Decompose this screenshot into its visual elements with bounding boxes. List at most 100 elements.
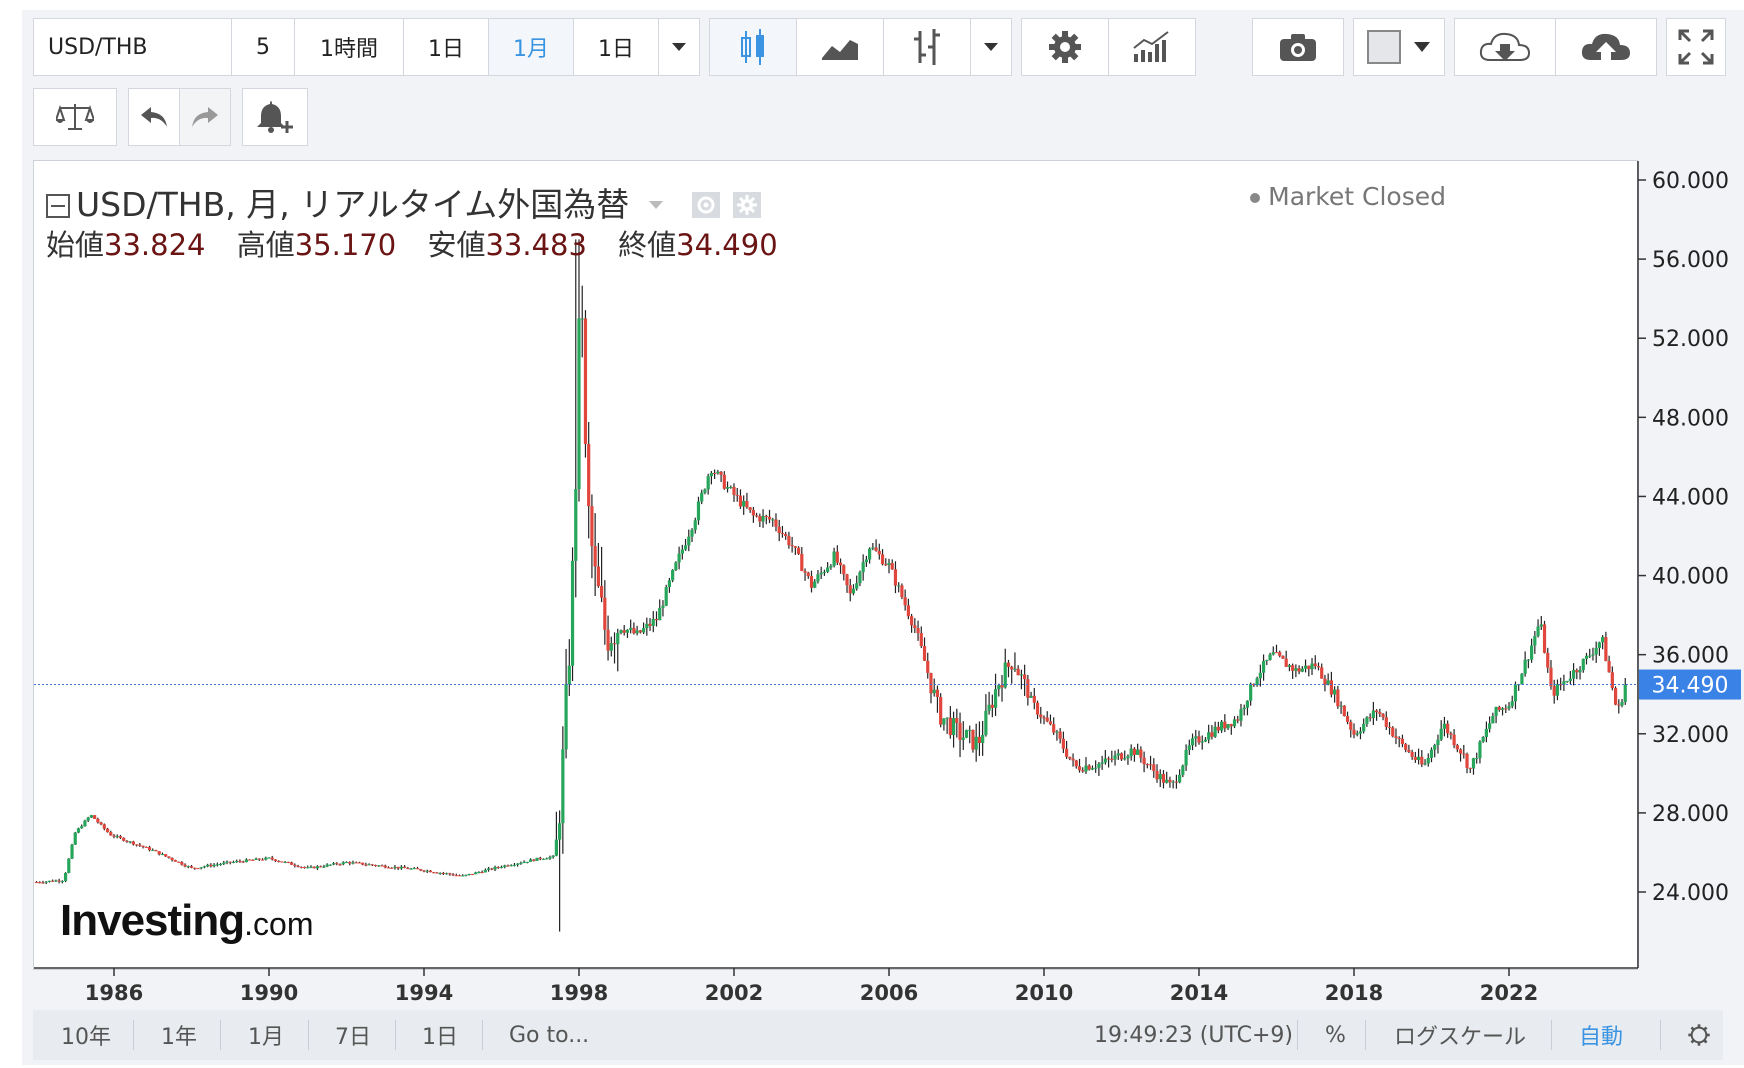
range-1y[interactable]: 1年 bbox=[161, 1025, 197, 1050]
cloud-download-icon bbox=[1479, 32, 1531, 61]
scale-icon bbox=[56, 104, 94, 130]
x-tick-label: 2002 bbox=[705, 981, 763, 1005]
candle-body bbox=[364, 864, 368, 866]
download-button[interactable] bbox=[1454, 18, 1556, 76]
gear-icon[interactable] bbox=[732, 192, 761, 218]
candle-body bbox=[1165, 779, 1169, 783]
candle-body bbox=[251, 859, 255, 861]
candle-body bbox=[932, 689, 936, 694]
chart-type-line[interactable] bbox=[796, 18, 884, 76]
candle-body bbox=[270, 857, 274, 860]
candle-body bbox=[309, 866, 313, 868]
interval-1d[interactable]: 1日 bbox=[403, 18, 489, 76]
auto-scale-toggle[interactable]: 自動 bbox=[1579, 1025, 1624, 1050]
candle-body bbox=[1113, 755, 1117, 760]
candle-body bbox=[428, 870, 433, 873]
screenshot-button[interactable] bbox=[1252, 18, 1344, 76]
candle-body bbox=[228, 861, 232, 863]
candle-body bbox=[919, 633, 923, 647]
candle-body bbox=[716, 471, 720, 474]
log-scale-toggle[interactable]: ログスケール bbox=[1394, 1025, 1527, 1050]
interval-1m[interactable]: 1月 bbox=[488, 18, 574, 76]
undo-button[interactable] bbox=[128, 88, 180, 146]
candle-body bbox=[1258, 672, 1262, 679]
y-tick-label: 32.000 bbox=[1652, 723, 1729, 748]
candle-body bbox=[338, 864, 342, 866]
goto-button[interactable]: Go to... bbox=[509, 1022, 590, 1048]
chevron-down-icon bbox=[672, 43, 686, 51]
candle-body bbox=[993, 689, 998, 708]
candle-body bbox=[222, 862, 226, 865]
candle-body bbox=[351, 862, 355, 864]
candle-body bbox=[432, 872, 436, 874]
candle-body bbox=[277, 861, 281, 863]
interval-dropdown[interactable] bbox=[658, 18, 700, 76]
candle-body bbox=[1081, 770, 1085, 772]
candle-body bbox=[654, 618, 659, 621]
candle-body bbox=[1216, 726, 1220, 731]
range-7d[interactable]: 7日 bbox=[335, 1025, 371, 1050]
chart-settings-button[interactable] bbox=[1687, 1010, 1711, 1060]
candle-body bbox=[1226, 724, 1230, 729]
candle-body bbox=[47, 880, 52, 882]
candle-body bbox=[822, 571, 827, 573]
candle-body bbox=[558, 823, 562, 840]
redo-button[interactable] bbox=[179, 88, 231, 146]
candle-body bbox=[1484, 728, 1488, 738]
candle-body bbox=[661, 605, 665, 608]
percent-toggle[interactable]: % bbox=[1325, 1022, 1346, 1048]
candle-body bbox=[1533, 636, 1537, 646]
chart-type-bar[interactable] bbox=[883, 18, 971, 76]
candle-body bbox=[1171, 781, 1175, 783]
candle-body bbox=[138, 844, 142, 846]
candle-body bbox=[160, 854, 165, 856]
candle-body bbox=[687, 536, 691, 546]
candle-body bbox=[1462, 753, 1466, 755]
x-tick-label: 1994 bbox=[395, 981, 453, 1005]
fullscreen-button[interactable] bbox=[1666, 18, 1726, 76]
candle-body bbox=[1068, 756, 1072, 759]
indicators-button[interactable] bbox=[1108, 18, 1196, 76]
x-tick-label: 2014 bbox=[1170, 981, 1228, 1005]
range-1d[interactable]: 1日 bbox=[422, 1025, 458, 1050]
divider bbox=[220, 1020, 221, 1050]
candle-body bbox=[1103, 758, 1107, 763]
collapse-icon[interactable] bbox=[46, 194, 70, 218]
color-picker[interactable] bbox=[1353, 18, 1445, 76]
range-1m[interactable]: 1月 bbox=[248, 1025, 284, 1050]
candle-body bbox=[63, 872, 68, 882]
candle-body bbox=[1097, 763, 1101, 768]
candle-body bbox=[651, 618, 655, 626]
candle-body bbox=[1255, 678, 1259, 686]
candle-body bbox=[951, 718, 956, 736]
candle-body bbox=[622, 630, 626, 633]
symbol-input[interactable]: USD/THB bbox=[33, 18, 232, 76]
candle-body bbox=[1148, 764, 1153, 766]
candle-body bbox=[1100, 762, 1104, 764]
candle-body bbox=[1291, 665, 1295, 671]
candle-body bbox=[1391, 727, 1395, 737]
interval-1d-2[interactable]: 1日 bbox=[573, 18, 659, 76]
range-10y[interactable]: 10年 bbox=[61, 1025, 111, 1050]
candle-body bbox=[1142, 757, 1146, 765]
divider bbox=[308, 1020, 309, 1050]
candle-body bbox=[34, 882, 39, 884]
candle-body bbox=[1513, 684, 1518, 702]
compare-button[interactable] bbox=[33, 88, 117, 146]
chart-type-candle[interactable] bbox=[709, 18, 797, 76]
chevron-down-icon[interactable] bbox=[648, 200, 664, 210]
candle-body bbox=[758, 516, 762, 522]
eye-icon[interactable] bbox=[692, 192, 721, 218]
candle-body bbox=[887, 563, 891, 565]
candle-body bbox=[516, 863, 520, 865]
candle-body bbox=[848, 585, 852, 594]
candle-body bbox=[1320, 667, 1324, 679]
upload-button[interactable] bbox=[1555, 18, 1657, 76]
candle-body bbox=[354, 862, 358, 864]
chart-type-dropdown[interactable] bbox=[970, 18, 1012, 76]
candle-body bbox=[260, 859, 265, 861]
candle-body bbox=[480, 872, 484, 874]
interval-1h[interactable]: 1時間 bbox=[294, 18, 404, 76]
add-alert-button[interactable] bbox=[242, 88, 308, 146]
